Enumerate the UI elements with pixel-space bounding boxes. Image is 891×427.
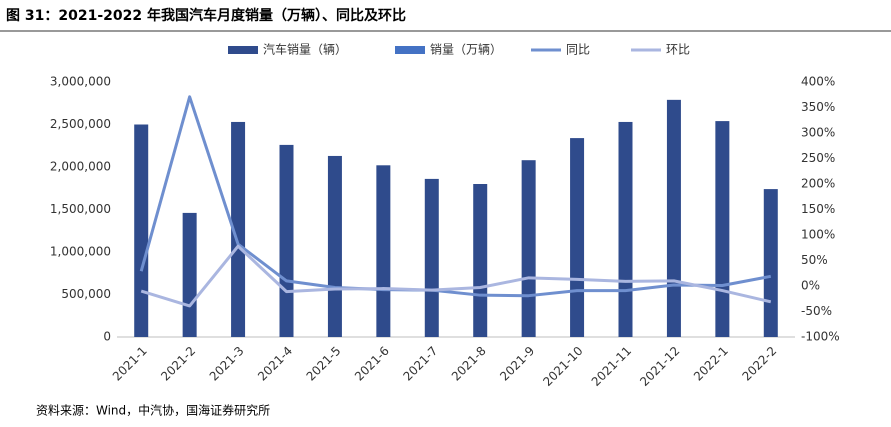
y2-tick-label: 50% bbox=[801, 253, 828, 267]
bar bbox=[473, 184, 488, 337]
bar bbox=[618, 121, 633, 337]
x-tick-label: 2021-2 bbox=[158, 344, 198, 384]
legend-label: 销量（万辆） bbox=[430, 43, 502, 57]
line bbox=[139, 95, 772, 298]
bar bbox=[715, 121, 730, 337]
x-tick-label: 2021-10 bbox=[540, 344, 585, 389]
bar bbox=[570, 138, 585, 337]
bar bbox=[231, 121, 246, 337]
bar bbox=[521, 160, 536, 337]
y-tick-label: 1,000,000 bbox=[50, 245, 111, 259]
bar bbox=[327, 155, 342, 337]
y-tick-label: 1,500,000 bbox=[50, 202, 111, 216]
y2-tick-label: 0% bbox=[801, 279, 820, 293]
x-tick-label: 2021-1 bbox=[110, 344, 150, 384]
x-tick-label: 2021-7 bbox=[400, 344, 440, 384]
y-tick-label: 3,000,000 bbox=[50, 75, 111, 89]
y-tick-label: 2,500,000 bbox=[50, 117, 111, 131]
x-tick-label: 2021-11 bbox=[589, 344, 634, 389]
x-tick-label: 2021-12 bbox=[637, 344, 682, 389]
y2-tick-label: 300% bbox=[801, 126, 835, 140]
legend-swatch bbox=[395, 46, 425, 54]
x-tick-label: 2021-6 bbox=[352, 344, 392, 384]
x-tick-label: 2021-4 bbox=[255, 344, 295, 384]
y2-tick-label: -100% bbox=[801, 330, 840, 344]
y-tick-label: 0 bbox=[103, 330, 111, 344]
chart-title: 图 31：2021-2022 年我国汽车月度销量（万辆）、同比及环比 bbox=[6, 7, 406, 24]
legend-label: 环比 bbox=[666, 43, 690, 57]
legend-swatch bbox=[228, 46, 258, 54]
legend-label: 同比 bbox=[566, 43, 590, 57]
y2-tick-label: 250% bbox=[801, 151, 835, 165]
legend-label: 汽车销量（辆） bbox=[263, 42, 347, 57]
y2-tick-label: 350% bbox=[801, 100, 835, 114]
bar bbox=[424, 178, 439, 337]
y-tick-label: 2,000,000 bbox=[50, 160, 111, 174]
y2-tick-label: 200% bbox=[801, 177, 835, 191]
x-tick-label: 2021-8 bbox=[449, 344, 489, 384]
y2-tick-label: 100% bbox=[801, 228, 835, 242]
x-tick-label: 2021-9 bbox=[497, 344, 537, 384]
line bbox=[140, 244, 772, 308]
bar bbox=[376, 165, 391, 337]
source-note: 资料来源：Wind，中汽协，国海证券研究所 bbox=[36, 403, 270, 418]
x-tick-label: 2021-3 bbox=[207, 344, 247, 384]
bar bbox=[134, 124, 149, 337]
y2-tick-label: -50% bbox=[801, 304, 832, 318]
bar bbox=[279, 144, 294, 337]
y2-tick-label: 150% bbox=[801, 202, 835, 216]
bar bbox=[763, 189, 778, 337]
bar bbox=[182, 212, 197, 337]
x-tick-label: 2022-1 bbox=[691, 344, 731, 384]
x-tick-label: 2022-2 bbox=[739, 344, 779, 384]
y-tick-label: 500,000 bbox=[61, 287, 111, 301]
bar bbox=[666, 99, 681, 337]
y2-tick-label: 400% bbox=[801, 75, 835, 89]
x-tick-label: 2021-5 bbox=[304, 344, 344, 384]
